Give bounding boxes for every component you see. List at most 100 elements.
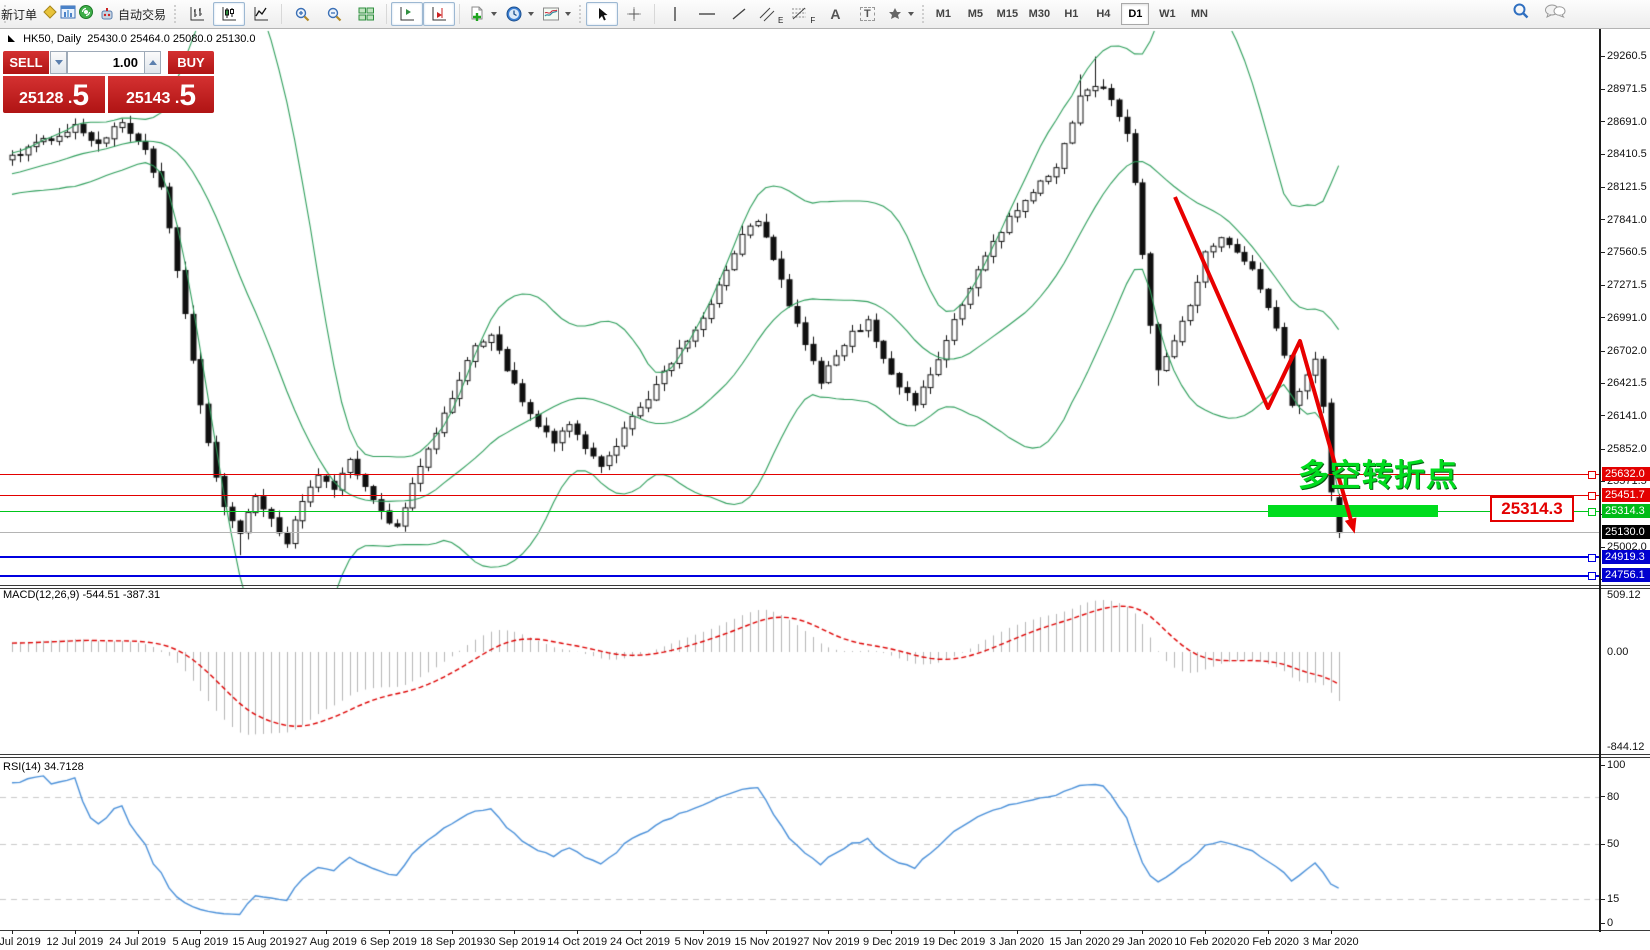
candlestick-icon (222, 7, 237, 21)
support-zone-bar[interactable] (1268, 505, 1438, 517)
timeframe-w1[interactable]: W1 (1159, 8, 1176, 20)
auto-trading-button[interactable]: 自动交易 (95, 2, 170, 26)
price-level-line[interactable] (0, 473, 1600, 475)
price-level-line[interactable] (0, 574, 1600, 577)
tile-windows-button[interactable] (350, 2, 382, 26)
line-handle[interactable] (1588, 572, 1596, 581)
text-label-tool-button[interactable]: T (851, 2, 883, 26)
volume-input[interactable]: 1.00 (67, 51, 145, 74)
timeframe-group: M1 M5 M15 M30 H1 H4 D1 W1 MN (929, 3, 1213, 25)
pane-separator[interactable] (0, 754, 1650, 755)
rsi-axis-label: 0 (1607, 917, 1614, 929)
timeframe-h1[interactable]: H1 (1064, 8, 1079, 20)
arrows-dropdown-caret[interactable] (908, 12, 915, 16)
crosshair-tool-button[interactable] (618, 2, 650, 26)
buy-price-button[interactable]: 25143 .5 (108, 76, 214, 113)
timeframe-m5[interactable]: M5 (967, 8, 984, 20)
line-handle[interactable] (1588, 508, 1596, 517)
line-handle[interactable] (1588, 471, 1596, 480)
sell-price-button[interactable]: 25128 .5 (3, 76, 105, 113)
broadcast-icon[interactable] (77, 3, 95, 26)
periods-button[interactable] (501, 2, 538, 26)
volume-increase-button[interactable] (144, 51, 161, 74)
fibonacci-tool-button[interactable]: F (787, 2, 819, 26)
zoom-out-button[interactable] (318, 2, 350, 26)
price-axis-border (1599, 29, 1601, 932)
date-label: 6 Sep 2019 (360, 936, 417, 948)
templates-button[interactable] (538, 2, 575, 26)
channel-letter: E (778, 16, 784, 25)
buy-button[interactable]: BUY (168, 51, 214, 74)
date-tick (451, 930, 453, 934)
timeframe-m1[interactable]: M1 (935, 8, 952, 20)
date-tick (577, 930, 579, 934)
toolbar-drag-handle[interactable] (921, 4, 927, 24)
axis-price-tag: 25314.3 (1602, 504, 1650, 519)
axis-price-tag: 25130.0 (1602, 525, 1650, 540)
date-label: 30 Sep 2019 (483, 936, 546, 948)
arrows-tool-button[interactable] (883, 2, 918, 26)
toolbar-drag-handle[interactable] (578, 4, 584, 24)
trendline-tool-button[interactable] (723, 2, 755, 26)
price-axis-tick (1600, 448, 1605, 450)
gold-gem-icon[interactable] (41, 3, 59, 26)
price-level-line[interactable] (0, 510, 1600, 512)
price-axis-tick (1600, 284, 1605, 286)
periods-dropdown-caret[interactable] (528, 12, 535, 16)
date-label: 20 Feb 2020 (1237, 936, 1299, 948)
toolbar-drag-handle[interactable] (173, 4, 179, 24)
line-chart-mode-button[interactable] (245, 2, 277, 26)
date-tick (12, 930, 13, 934)
bar-chart-icon (190, 7, 205, 21)
text-tool-button[interactable]: A (819, 2, 851, 26)
subwindow-arrow-icon[interactable] (8, 35, 15, 42)
timeframe-h4[interactable]: H4 (1096, 8, 1111, 20)
chart-shift-icon (400, 7, 415, 21)
date-label: 27 Nov 2019 (797, 936, 860, 948)
text-tool-letter: A (830, 6, 841, 22)
volume-decrease-button[interactable] (50, 51, 67, 74)
price-level-line[interactable] (0, 531, 1600, 533)
date-tick (1205, 930, 1207, 934)
rsi-axis-label: 15 (1607, 893, 1620, 906)
channel-tool-button[interactable]: E (755, 2, 787, 26)
macd-indicator-label: MACD(12,26,9) -544.51 -387.31 (3, 589, 161, 601)
auto-scroll-button[interactable] (423, 2, 456, 26)
pane-separator[interactable] (0, 588, 1650, 589)
pane-separator[interactable] (0, 757, 1650, 758)
line-handle[interactable] (1588, 553, 1596, 562)
timeframe-mn[interactable]: MN (1190, 8, 1208, 20)
timeframe-m15[interactable]: M15 (996, 8, 1019, 20)
new-order-button[interactable]: 新订单 (0, 2, 41, 26)
candlestick-mode-button[interactable] (213, 2, 246, 26)
cursor-tool-button[interactable] (586, 2, 619, 26)
price-axis-tick-label: 26421.5 (1607, 377, 1647, 390)
date-tick (1330, 930, 1332, 934)
horizontal-line-tool-button[interactable] (691, 2, 723, 26)
add-indicator-button[interactable] (464, 2, 501, 26)
timeframe-m30[interactable]: M30 (1028, 8, 1051, 20)
toolbar-drag-handle[interactable] (3, 4, 8, 24)
date-tick (1079, 930, 1081, 934)
chart-window-icon[interactable] (59, 3, 77, 26)
chat-icon[interactable] (1544, 2, 1566, 25)
level-price-tag[interactable]: 25314.3 (1490, 496, 1574, 522)
chart-shift-button[interactable] (391, 2, 424, 26)
axis-price-tag: 24919.3 (1602, 549, 1650, 564)
price-level-line[interactable] (0, 556, 1600, 559)
templates-dropdown-caret[interactable] (565, 12, 572, 16)
line-handle[interactable] (1588, 492, 1596, 501)
turning-point-annotation[interactable]: 多空转折点 (1298, 458, 1458, 493)
sell-button[interactable]: SELL (3, 51, 49, 74)
zoom-in-button[interactable] (286, 2, 318, 26)
search-icon[interactable] (1512, 2, 1530, 25)
timeframe-d1[interactable]: D1 (1121, 3, 1150, 25)
add-indicator-dropdown-caret[interactable] (491, 12, 498, 16)
vertical-line-tool-button[interactable] (659, 2, 691, 26)
bar-chart-mode-button[interactable] (181, 2, 213, 26)
pane-separator[interactable] (0, 585, 1650, 586)
sell-price-main: 25128 . (18, 90, 73, 107)
price-level-line[interactable] (0, 494, 1600, 496)
